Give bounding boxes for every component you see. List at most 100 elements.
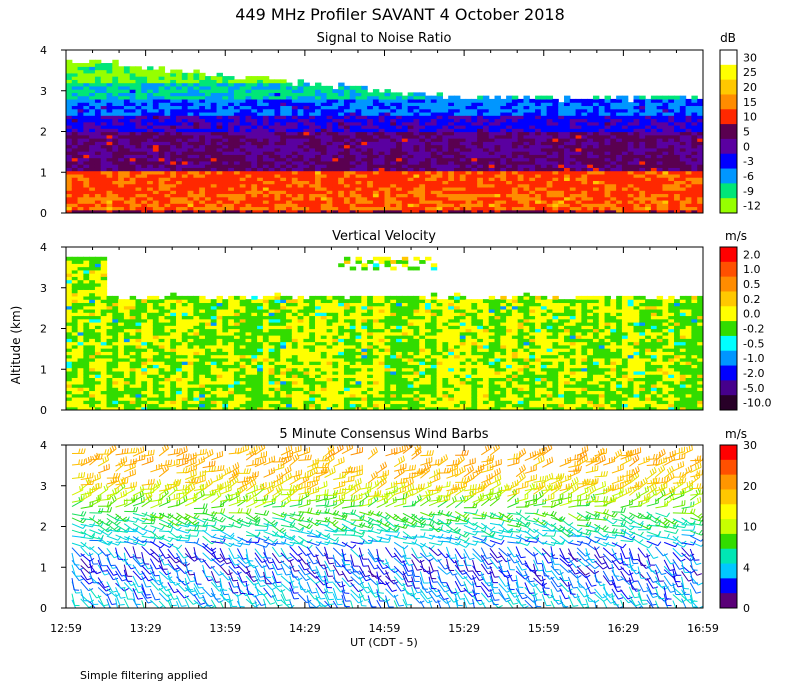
snr-cell <box>303 167 310 172</box>
snr-cell <box>210 151 218 155</box>
snr-cell <box>164 157 171 162</box>
snr-cell <box>558 206 565 211</box>
snr-cell <box>181 124 189 129</box>
snr-cell <box>627 128 635 133</box>
snr-cell <box>616 131 623 136</box>
snr-cell <box>71 92 79 97</box>
figure-title: 449 MHz Profiler SAVANT 4 October 2018 <box>235 5 565 24</box>
snr-cell <box>222 82 229 87</box>
snr-cell <box>546 206 554 211</box>
snr-cell <box>482 144 490 149</box>
snr-cell <box>488 173 496 178</box>
snr-cell <box>465 167 472 172</box>
snr-cell <box>343 206 351 211</box>
snr-cell <box>233 128 241 133</box>
snr-cell <box>627 157 635 162</box>
snr-cell <box>291 167 299 172</box>
snr-cell <box>164 102 171 107</box>
snr-cell <box>482 170 490 175</box>
vv-cell <box>112 348 119 352</box>
snr-cell <box>569 102 577 107</box>
snr-cell <box>616 124 623 129</box>
snr-cell <box>338 144 345 149</box>
snr-cell <box>332 157 339 162</box>
snr-cell <box>691 118 698 123</box>
snr-cell <box>216 89 223 93</box>
snr-cell <box>343 105 351 110</box>
snr-cell <box>343 180 351 185</box>
snr-cell <box>569 128 577 133</box>
snr-cell <box>147 206 154 211</box>
snr-cell <box>535 193 542 198</box>
snr-cell <box>268 157 276 162</box>
snr-cell <box>100 128 108 133</box>
snr-cell <box>355 196 362 201</box>
snr-cell <box>546 164 554 168</box>
snr-cell <box>66 108 73 113</box>
snr-cell <box>71 105 79 110</box>
snr-cell <box>448 209 455 213</box>
snr-cell <box>621 209 629 213</box>
snr-cell <box>262 160 270 165</box>
snr-cell <box>210 199 218 204</box>
snr-cell <box>320 111 328 116</box>
snr-cell <box>100 186 108 191</box>
snr-cell <box>523 177 530 181</box>
snr-cell <box>135 167 142 172</box>
vv-cell <box>83 387 90 392</box>
snr-cell <box>674 193 681 198</box>
snr-cell <box>158 186 166 191</box>
snr-cell <box>343 118 351 123</box>
snr-cell <box>419 167 426 172</box>
snr-cell <box>123 89 131 93</box>
snr-cell <box>268 160 276 165</box>
snr-cell <box>662 203 669 208</box>
snr-cell <box>656 183 664 188</box>
snr-cell <box>465 147 472 152</box>
vv-cell <box>66 367 73 372</box>
snr-cell <box>482 105 490 110</box>
vv-cell <box>89 370 96 375</box>
vv-cell <box>83 348 90 352</box>
vv-cell <box>118 321 125 326</box>
snr-cell <box>164 177 171 181</box>
snr-cell <box>326 173 333 178</box>
snr-cell <box>332 138 339 142</box>
snr-cell <box>413 147 420 152</box>
snr-cell <box>355 177 362 181</box>
snr-cell <box>668 144 675 149</box>
snr-cell <box>396 128 403 133</box>
snr-cell <box>569 203 577 208</box>
snr-cell <box>181 190 189 195</box>
snr-cell <box>176 124 183 129</box>
vv-cell <box>71 383 79 388</box>
snr-cell <box>633 206 640 211</box>
snr-cell <box>320 193 328 198</box>
vv-cell <box>94 406 102 410</box>
snr-cell <box>349 147 357 152</box>
snr-cell <box>645 147 652 152</box>
snr-cell <box>291 95 299 100</box>
snr-cell <box>546 144 554 149</box>
snr-cell <box>401 138 409 142</box>
snr-cell <box>303 190 310 195</box>
snr-cell <box>106 170 113 175</box>
snr-cell <box>511 193 519 198</box>
snr-cell <box>546 203 554 208</box>
snr-cell <box>320 102 328 107</box>
snr-cell <box>598 121 606 126</box>
snr-cell <box>89 102 96 107</box>
snr-cell <box>610 164 617 168</box>
snr-cell <box>621 102 629 107</box>
snr-cell <box>390 115 397 120</box>
snr-cell <box>384 193 391 198</box>
snr-cell <box>367 134 374 139</box>
snr-cell <box>384 199 391 204</box>
snr-cell <box>187 105 194 110</box>
vv-cell <box>89 276 96 281</box>
snr-cell <box>639 105 646 110</box>
snr-cell <box>303 147 310 152</box>
snr-cell <box>251 128 258 133</box>
snr-cell <box>372 177 380 181</box>
snr-cell <box>448 118 455 123</box>
